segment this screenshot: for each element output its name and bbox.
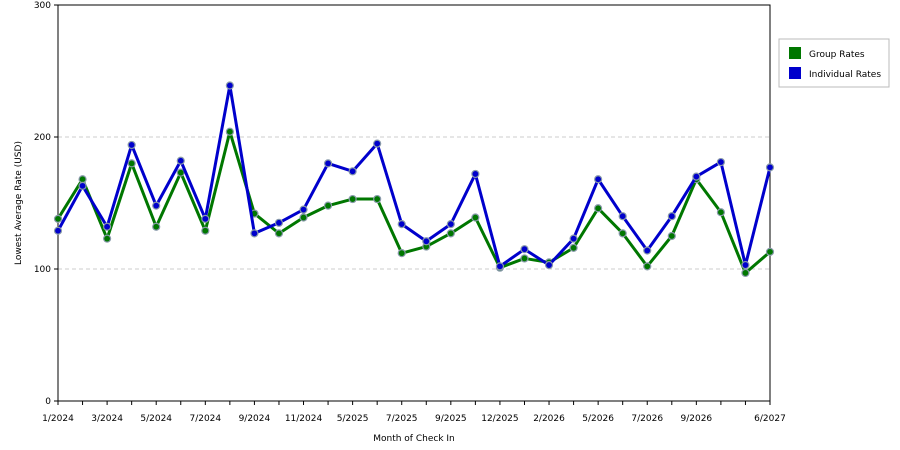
x-tick-label: 6/2027 xyxy=(754,414,786,424)
plot-area xyxy=(57,4,771,402)
series-line-group-rates xyxy=(56,130,771,275)
x-tick-label: 7/2025 xyxy=(386,414,418,424)
data-point-individual-rates xyxy=(618,212,627,221)
x-tick-label: 7/2024 xyxy=(189,414,221,424)
data-point-group-rates xyxy=(397,249,406,258)
data-point-individual-rates xyxy=(643,246,652,255)
data-point-individual-rates xyxy=(299,205,308,214)
data-point-individual-rates xyxy=(323,159,333,168)
legend-label-individual-rates: Individual Rates xyxy=(809,70,881,80)
y-tick-label: 300 xyxy=(34,1,51,11)
data-point-group-rates xyxy=(741,268,750,278)
data-point-group-rates xyxy=(225,127,234,136)
x-tick-label: 9/2025 xyxy=(435,414,467,424)
data-point-group-rates xyxy=(127,159,136,168)
data-point-individual-rates xyxy=(569,234,578,243)
data-point-group-rates xyxy=(201,226,210,235)
data-point-individual-rates xyxy=(594,175,603,184)
series-individual-rates xyxy=(53,81,775,271)
x-tick-label: 9/2026 xyxy=(681,414,713,424)
data-point-individual-rates xyxy=(495,262,505,271)
data-point-group-rates xyxy=(152,222,161,231)
data-point-group-rates xyxy=(667,231,676,241)
x-tick-label: 12/2025 xyxy=(481,414,518,424)
data-point-individual-rates xyxy=(250,229,259,238)
data-point-group-rates xyxy=(103,234,112,243)
data-point-group-rates xyxy=(348,194,357,204)
data-point-individual-rates xyxy=(103,222,112,231)
data-point-individual-rates xyxy=(225,81,234,90)
y-tick-label: 200 xyxy=(34,133,51,143)
data-point-group-rates xyxy=(716,208,725,217)
data-point-group-rates xyxy=(323,201,333,210)
data-point-group-rates xyxy=(765,247,775,256)
data-point-group-rates xyxy=(446,229,455,238)
data-point-individual-rates xyxy=(716,157,725,167)
y-axis-title: Lowest Average Rate (USD) xyxy=(14,141,24,265)
data-point-individual-rates xyxy=(373,139,382,148)
data-point-group-rates xyxy=(299,213,308,222)
data-point-group-rates xyxy=(520,254,529,263)
x-tick-label: 11/2024 xyxy=(285,414,323,424)
data-point-individual-rates xyxy=(667,212,676,221)
data-point-group-rates xyxy=(569,243,578,252)
x-tick-label: 5/2025 xyxy=(337,414,369,424)
legend-swatch-individual-rates xyxy=(789,67,801,79)
data-point-individual-rates xyxy=(176,156,185,165)
data-point-individual-rates xyxy=(471,169,480,179)
x-axis-title: Month of Check In xyxy=(373,434,455,444)
data-point-group-rates xyxy=(53,214,63,223)
data-point-individual-rates xyxy=(127,140,136,150)
data-point-individual-rates xyxy=(520,245,529,254)
data-point-individual-rates xyxy=(741,260,750,270)
data-point-individual-rates xyxy=(446,220,455,229)
axis-ticks: 0 100 200 300 1/2024 3/2024 5/2024 7/2024 9/2024… xyxy=(34,1,786,424)
data-point-group-rates xyxy=(373,194,382,204)
x-tick-label: 7/2026 xyxy=(631,414,663,424)
legend: Group Rates Individual Rates xyxy=(778,38,890,88)
data-point-individual-rates xyxy=(274,218,284,227)
data-point-group-rates xyxy=(618,229,627,238)
data-point-individual-rates xyxy=(201,214,210,223)
data-point-individual-rates xyxy=(692,172,701,181)
x-tick-label: 5/2026 xyxy=(582,414,614,424)
data-point-group-rates xyxy=(471,213,480,222)
data-point-individual-rates xyxy=(152,201,161,210)
series-group-rates xyxy=(53,127,775,278)
data-point-group-rates xyxy=(594,204,603,213)
data-point-individual-rates xyxy=(765,163,775,172)
x-tick-label: 5/2024 xyxy=(140,414,172,424)
data-point-individual-rates xyxy=(544,260,554,270)
legend-label-group-rates: Group Rates xyxy=(809,50,865,60)
data-point-individual-rates xyxy=(78,181,87,190)
x-tick-label: 9/2024 xyxy=(239,414,271,424)
x-tick-label: 2/2026 xyxy=(533,414,565,424)
data-point-individual-rates xyxy=(422,237,431,246)
x-tick-label: 1/2024 xyxy=(42,414,74,424)
legend-swatch-group-rates xyxy=(789,47,801,59)
data-point-individual-rates xyxy=(348,167,357,176)
series-lines xyxy=(53,81,775,278)
y-tick-label: 100 xyxy=(34,265,51,275)
series-line-individual-rates xyxy=(56,84,772,268)
data-point-group-rates xyxy=(78,175,87,184)
data-point-group-rates xyxy=(274,229,284,238)
y-tick-label: 0 xyxy=(45,397,51,407)
data-point-group-rates xyxy=(643,262,652,271)
data-point-individual-rates xyxy=(397,220,406,229)
data-point-individual-rates xyxy=(53,226,63,235)
x-tick-label: 3/2024 xyxy=(91,414,123,424)
